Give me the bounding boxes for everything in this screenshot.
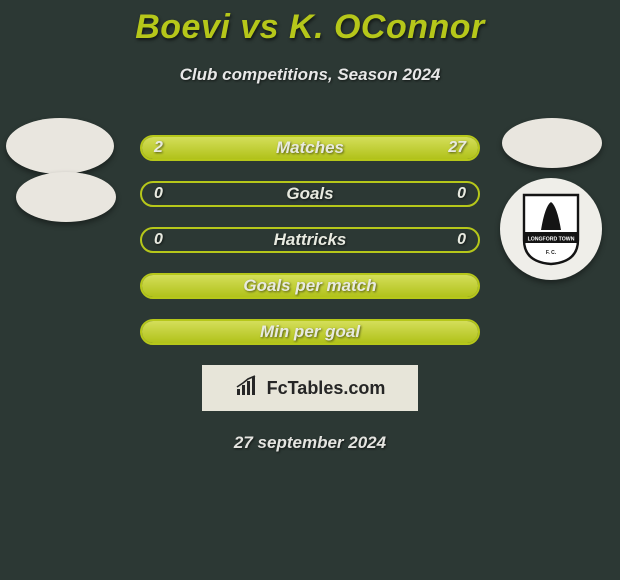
stat-bar: 0 0 Goals — [140, 181, 480, 207]
stat-value-left: 2 — [154, 139, 163, 157]
stats-area: LONGFORD TOWN F. C. 227Matches00Goals00H… — [0, 125, 620, 355]
stat-label: Goals per match — [243, 276, 376, 296]
stat-value-right: 0 — [457, 231, 466, 249]
subtitle: Club competitions, Season 2024 — [0, 65, 620, 85]
stat-bar: Goals per match — [140, 273, 480, 299]
stat-value-right: 0 — [457, 185, 466, 203]
bar-fill-left — [142, 137, 209, 159]
stat-label: Hattricks — [274, 230, 347, 250]
stat-row: Min per goal — [0, 309, 620, 355]
stat-row: 0 0 Hattricks — [0, 217, 620, 263]
brand-chart-icon — [235, 375, 261, 402]
stat-label: Matches — [276, 138, 344, 158]
stat-value-left: 0 — [154, 231, 163, 249]
stat-bar: 0 0 Hattricks — [140, 227, 480, 253]
stat-row: 0 0 Goals — [0, 171, 620, 217]
stat-value-left: 0 — [154, 185, 163, 203]
page-title: Boevi vs K. OConnor — [0, 0, 620, 47]
brand-watermark: FcTables.com — [202, 365, 418, 411]
stat-row: Goals per match — [0, 263, 620, 309]
stat-label: Min per goal — [260, 322, 360, 342]
date-label: 27 september 2024 — [0, 433, 620, 453]
stat-bar: 2 27 Matches — [140, 135, 480, 161]
stat-row: 2 27 Matches — [0, 125, 620, 171]
brand-text: FcTables.com — [267, 378, 386, 399]
stat-label: Goals — [286, 184, 333, 204]
stat-bar: Min per goal — [140, 319, 480, 345]
stat-value-right: 27 — [448, 139, 466, 157]
